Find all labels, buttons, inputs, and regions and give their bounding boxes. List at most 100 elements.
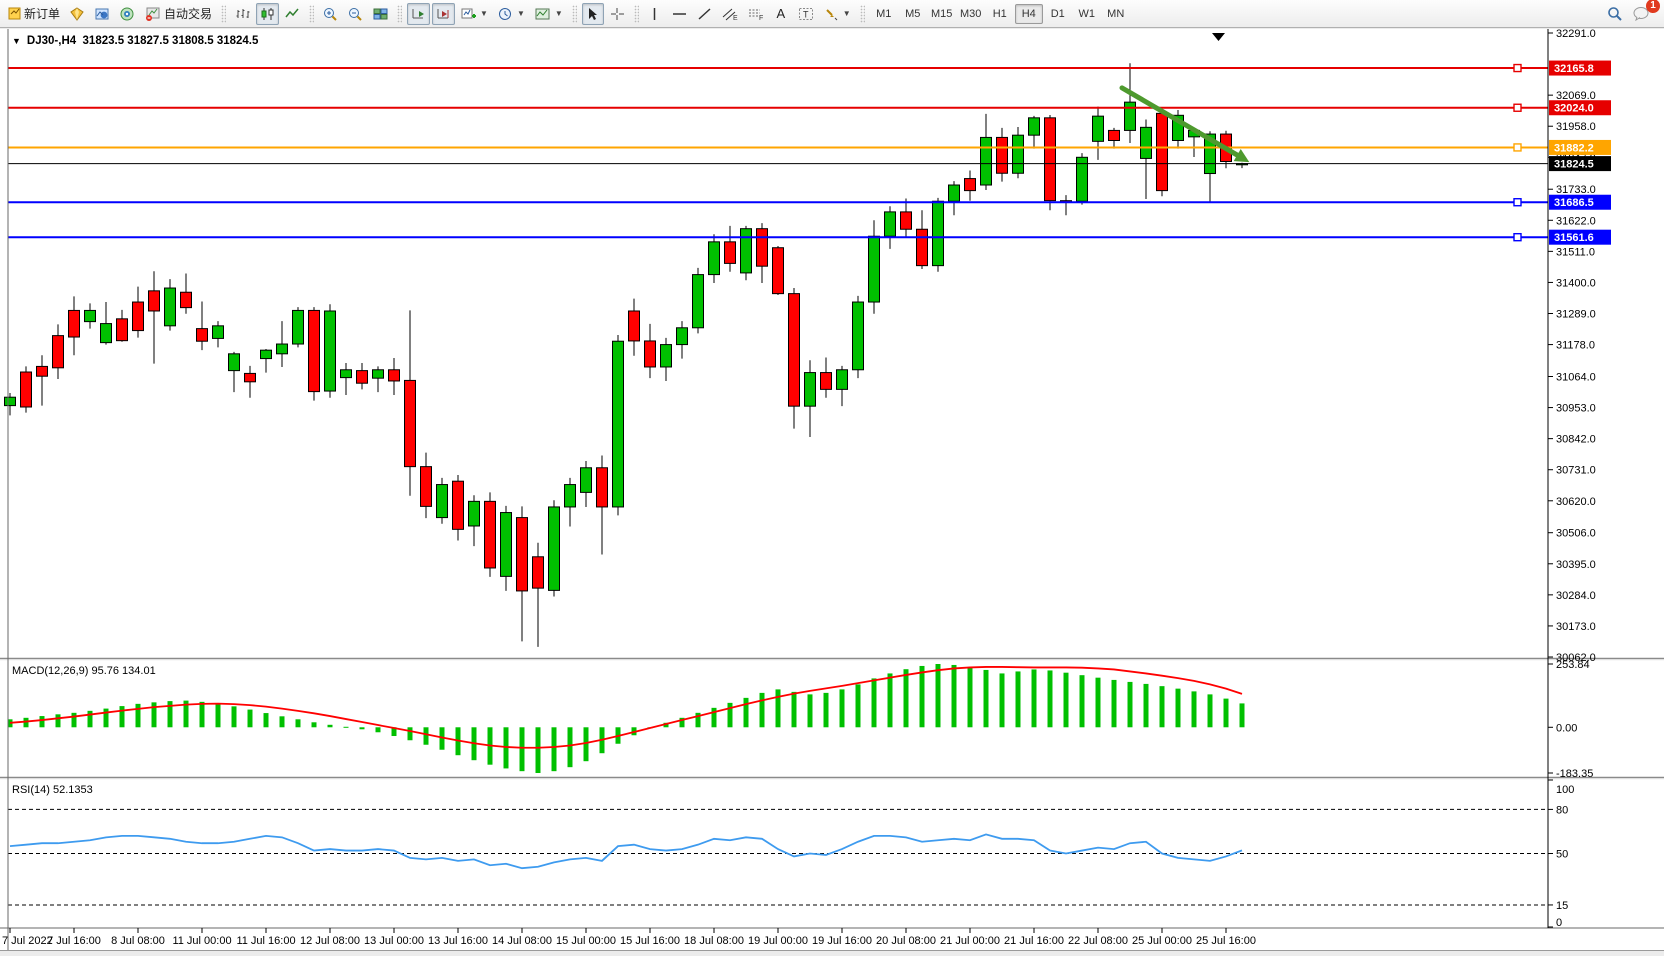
time-axis-label[interactable]: 11 Jul 16:00 <box>236 935 295 947</box>
text-tool-button[interactable]: A <box>770 3 792 25</box>
axis-price-label: 32024.0 <box>1554 103 1594 115</box>
crosshair-icon <box>610 7 624 20</box>
zoom-out-button[interactable] <box>344 3 367 25</box>
timeframe-button-m1[interactable]: M1 <box>876 7 892 20</box>
trendline-icon <box>698 7 711 20</box>
zoom-in-button[interactable] <box>319 3 342 25</box>
timeframe-button-mn[interactable]: MN <box>1107 7 1125 20</box>
time-axis-label[interactable]: 21 Jul 00:00 <box>940 935 1000 947</box>
time-axis-label[interactable]: 20 Jul 08:00 <box>876 935 936 947</box>
price-tick-label: 30284.0 <box>1556 590 1596 602</box>
time-axis-label[interactable]: 21 Jul 16:00 <box>1004 935 1064 947</box>
price-tick-label: 30395.0 <box>1556 559 1596 571</box>
time-axis-label[interactable]: 14 Jul 08:00 <box>492 935 552 947</box>
candle-body <box>116 318 128 342</box>
time-axis-label[interactable]: 11 Jul 00:00 <box>172 935 231 947</box>
toolbar-grip <box>397 4 403 23</box>
text-label-button[interactable]: T <box>794 3 818 25</box>
chart-shift-marker[interactable] <box>1212 33 1225 41</box>
macd-histogram-bar <box>871 678 877 728</box>
crosshair-button[interactable] <box>606 3 629 25</box>
hline-handle[interactable] <box>1513 198 1522 207</box>
new-order-button[interactable]: 新订单 <box>4 3 64 25</box>
candle-body <box>404 379 416 468</box>
candle-body <box>1140 126 1152 159</box>
market-watch-button[interactable] <box>116 3 139 25</box>
candle-body <box>500 512 512 577</box>
candlestick-chart-button[interactable] <box>256 2 280 25</box>
auto-scroll-button[interactable] <box>407 2 431 25</box>
time-axis-label[interactable]: 22 Jul 08:00 <box>1068 935 1128 947</box>
time-axis-label[interactable]: 8 Jul 08:00 <box>111 935 165 947</box>
arrows-tool-button[interactable]: ▼ <box>820 3 855 25</box>
indicators-button[interactable]: ▼ <box>457 3 492 25</box>
time-axis-label[interactable]: 19 Jul 00:00 <box>748 935 808 947</box>
macd-histogram-bar <box>391 727 397 737</box>
candle-body <box>308 309 320 393</box>
candle-body <box>756 228 768 267</box>
autotrading-button[interactable]: 自动交易 <box>141 3 216 25</box>
new-chart-button[interactable] <box>66 3 89 25</box>
candle-body <box>660 344 672 368</box>
search-button[interactable] <box>1603 3 1627 25</box>
macd-histogram-bar <box>679 717 685 728</box>
time-axis-label[interactable]: 13 Jul 00:00 <box>364 935 424 947</box>
hline-handle[interactable] <box>1513 232 1522 242</box>
macd-histogram-bar <box>295 719 301 728</box>
time-axis-label[interactable]: 13 Jul 16:00 <box>428 935 488 947</box>
tile-windows-button[interactable] <box>369 3 392 25</box>
macd-histogram-bar <box>791 691 797 728</box>
fibonacci-button[interactable]: F <box>744 3 768 25</box>
macd-histogram-bar <box>1063 672 1069 728</box>
time-axis-label[interactable]: 15 Jul 16:00 <box>620 935 680 947</box>
timeframe-button-h1[interactable]: H1 <box>992 7 1007 20</box>
timeframe-button-m30[interactable]: M30 <box>960 7 982 20</box>
macd-histogram-bar <box>183 700 189 728</box>
horizontal-line-button[interactable] <box>668 3 691 25</box>
time-axis-label[interactable]: 19 Jul 16:00 <box>812 935 872 947</box>
macd-histogram-bar <box>279 716 285 728</box>
line-chart-button[interactable] <box>281 3 304 25</box>
time-axis-label[interactable]: 25 Jul 16:00 <box>1196 935 1256 947</box>
hline-handle[interactable] <box>1513 63 1522 73</box>
time-axis-label[interactable]: 7 Jul 2022 <box>2 935 53 947</box>
axis-price-label-bg <box>1549 194 1611 210</box>
new-order-icon <box>8 7 21 20</box>
toolbar-grip <box>859 4 865 23</box>
time-axis-label[interactable]: 25 Jul 00:00 <box>1132 935 1192 947</box>
cursor-button[interactable] <box>581 2 604 25</box>
timeframe-button-w1[interactable]: W1 <box>1078 7 1095 20</box>
trendline-button[interactable] <box>693 3 716 25</box>
chart-canvas[interactable]: 32291.032069.031958.031847.031733.031622… <box>0 29 1664 956</box>
equidistant-channel-button[interactable]: E <box>718 3 742 25</box>
macd-histogram-bar <box>1031 669 1037 728</box>
macd-axis-label: -183.35 <box>1556 768 1593 780</box>
candle-body <box>388 369 400 382</box>
vertical-line-button[interactable] <box>644 3 666 25</box>
macd-histogram-bar <box>903 669 909 728</box>
chart-shift-button[interactable] <box>432 2 456 25</box>
profiles-button[interactable] <box>91 3 114 25</box>
timeframe-button-d1[interactable]: D1 <box>1050 7 1065 20</box>
hline-handle[interactable] <box>1513 143 1522 152</box>
time-axis-label[interactable]: 12 Jul 08:00 <box>300 935 360 947</box>
zoom-in-icon <box>324 7 337 21</box>
macd-histogram-bar <box>1207 694 1213 728</box>
time-axis-label[interactable]: 18 Jul 08:00 <box>684 935 744 947</box>
timeframe-button-m5[interactable]: M5 <box>905 7 921 20</box>
timeframe-button-m15[interactable]: M15 <box>931 7 953 20</box>
bar-chart-button[interactable] <box>231 3 254 25</box>
hline-handle[interactable] <box>1513 103 1522 112</box>
candle-body <box>372 369 384 379</box>
macd-histogram-bar <box>151 702 157 728</box>
notifications-button[interactable]: 1 <box>1629 0 1660 25</box>
trend-arrow-line[interactable] <box>1119 85 1240 158</box>
candle-body <box>340 369 352 379</box>
svg-text:T: T <box>803 9 809 19</box>
time-axis-label[interactable]: 15 Jul 00:00 <box>556 935 616 947</box>
time-axis-label[interactable]: 7 Jul 16:00 <box>47 935 101 947</box>
templates-button[interactable]: ▼ <box>531 3 567 25</box>
axis-price-label-bg <box>1549 100 1611 116</box>
periods-button[interactable]: ▼ <box>494 3 529 25</box>
timeframe-button-h4[interactable]: H4 <box>1014 3 1043 24</box>
